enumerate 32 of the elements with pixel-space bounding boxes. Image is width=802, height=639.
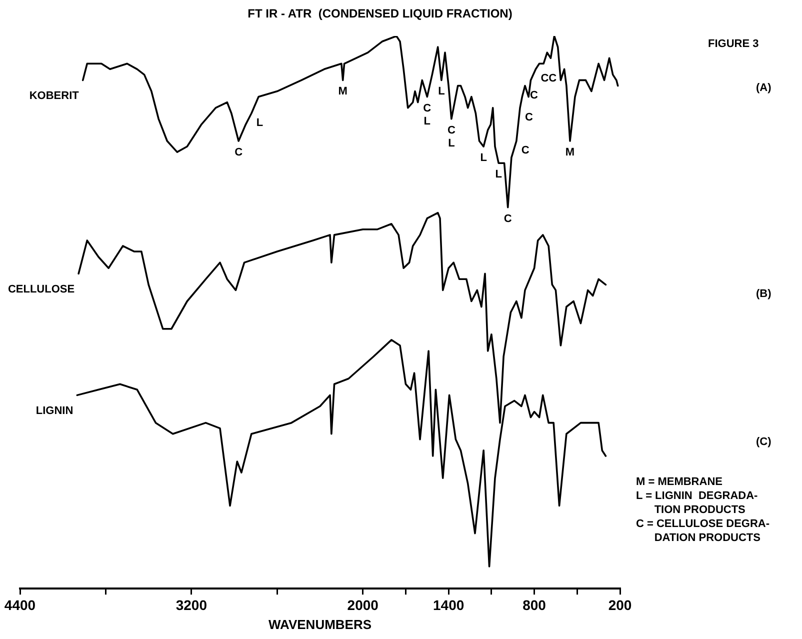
annotation: L xyxy=(448,137,456,150)
series-label: KOBERIT xyxy=(29,90,80,102)
annotation: C xyxy=(234,146,243,159)
series-label: LIGNIN xyxy=(36,405,74,418)
x-tick-label: 4400 xyxy=(4,596,36,613)
caption: FIGURE 3 xyxy=(708,38,759,50)
text: (A) xyxy=(756,82,772,94)
annotation: C xyxy=(530,89,538,102)
annotation: L xyxy=(480,152,488,164)
x-axis-title: WAVENUMBERS xyxy=(268,616,372,632)
annotation: C xyxy=(525,111,533,124)
annotation: L xyxy=(438,86,446,98)
series-label: CELLULOSE xyxy=(8,284,75,296)
annotation: L xyxy=(495,168,502,181)
text: (B) xyxy=(756,288,772,300)
x-tick-label: 200 xyxy=(608,596,632,613)
annotation: C xyxy=(504,212,512,225)
x-tick-label: 1400 xyxy=(432,596,464,613)
annotation: CC xyxy=(540,72,557,85)
annotation: C xyxy=(521,144,530,157)
annotation: L xyxy=(256,116,264,129)
x-tick-label: 800 xyxy=(522,596,546,613)
text: (C) xyxy=(756,436,772,448)
x-tick-label: 2000 xyxy=(347,596,379,613)
annotation: C xyxy=(423,102,432,114)
annotation: C xyxy=(447,124,456,136)
x-tick-label: 3200 xyxy=(176,596,208,613)
chart-title: FT IR - ATR (CONDENSED LIQUID FRACTION) xyxy=(248,6,512,20)
annotation: L xyxy=(424,115,431,128)
annotation: M xyxy=(565,146,575,159)
annotation: M xyxy=(338,86,348,98)
text: M = MEMBRANE L = LIGNIN DEGRADA- TION PRODUCTS C = CELLULOSE DEGRA- DATION PRODUCTS xyxy=(636,476,770,544)
